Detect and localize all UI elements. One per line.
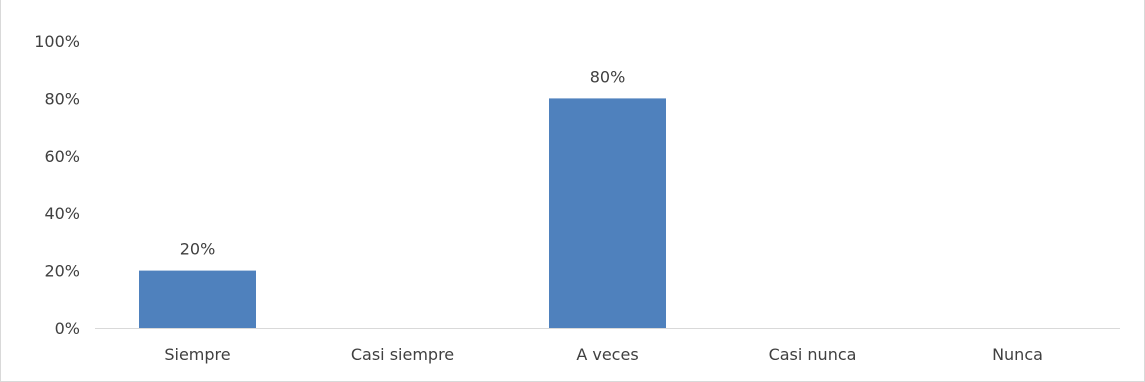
x-tick-label: A veces: [576, 345, 638, 364]
x-axis-tick-labels: Siempre Casi siempre A veces Casi nunca Nunc…: [164, 345, 1043, 364]
bar: [549, 98, 666, 329]
y-axis-tick-labels: 0% 20% 40% 60% 80% 100%: [34, 32, 80, 338]
y-tick-label: 100%: [34, 32, 80, 51]
y-tick-label: 20%: [44, 262, 80, 281]
y-tick-label: 0%: [55, 319, 80, 338]
data-label: 20%: [180, 240, 216, 259]
bar: [139, 270, 256, 328]
x-tick-label: Nunca: [992, 345, 1043, 364]
y-tick-label: 60%: [44, 147, 80, 166]
x-tick-label: Casi nunca: [769, 345, 857, 364]
data-label: 80%: [590, 67, 626, 86]
y-tick-label: 40%: [44, 204, 80, 223]
data-labels: 20% 80%: [180, 67, 626, 258]
x-tick-label: Siempre: [164, 345, 230, 364]
y-tick-label: 80%: [44, 89, 80, 108]
x-tick-label: Casi siempre: [351, 345, 454, 364]
bars: [139, 98, 666, 329]
